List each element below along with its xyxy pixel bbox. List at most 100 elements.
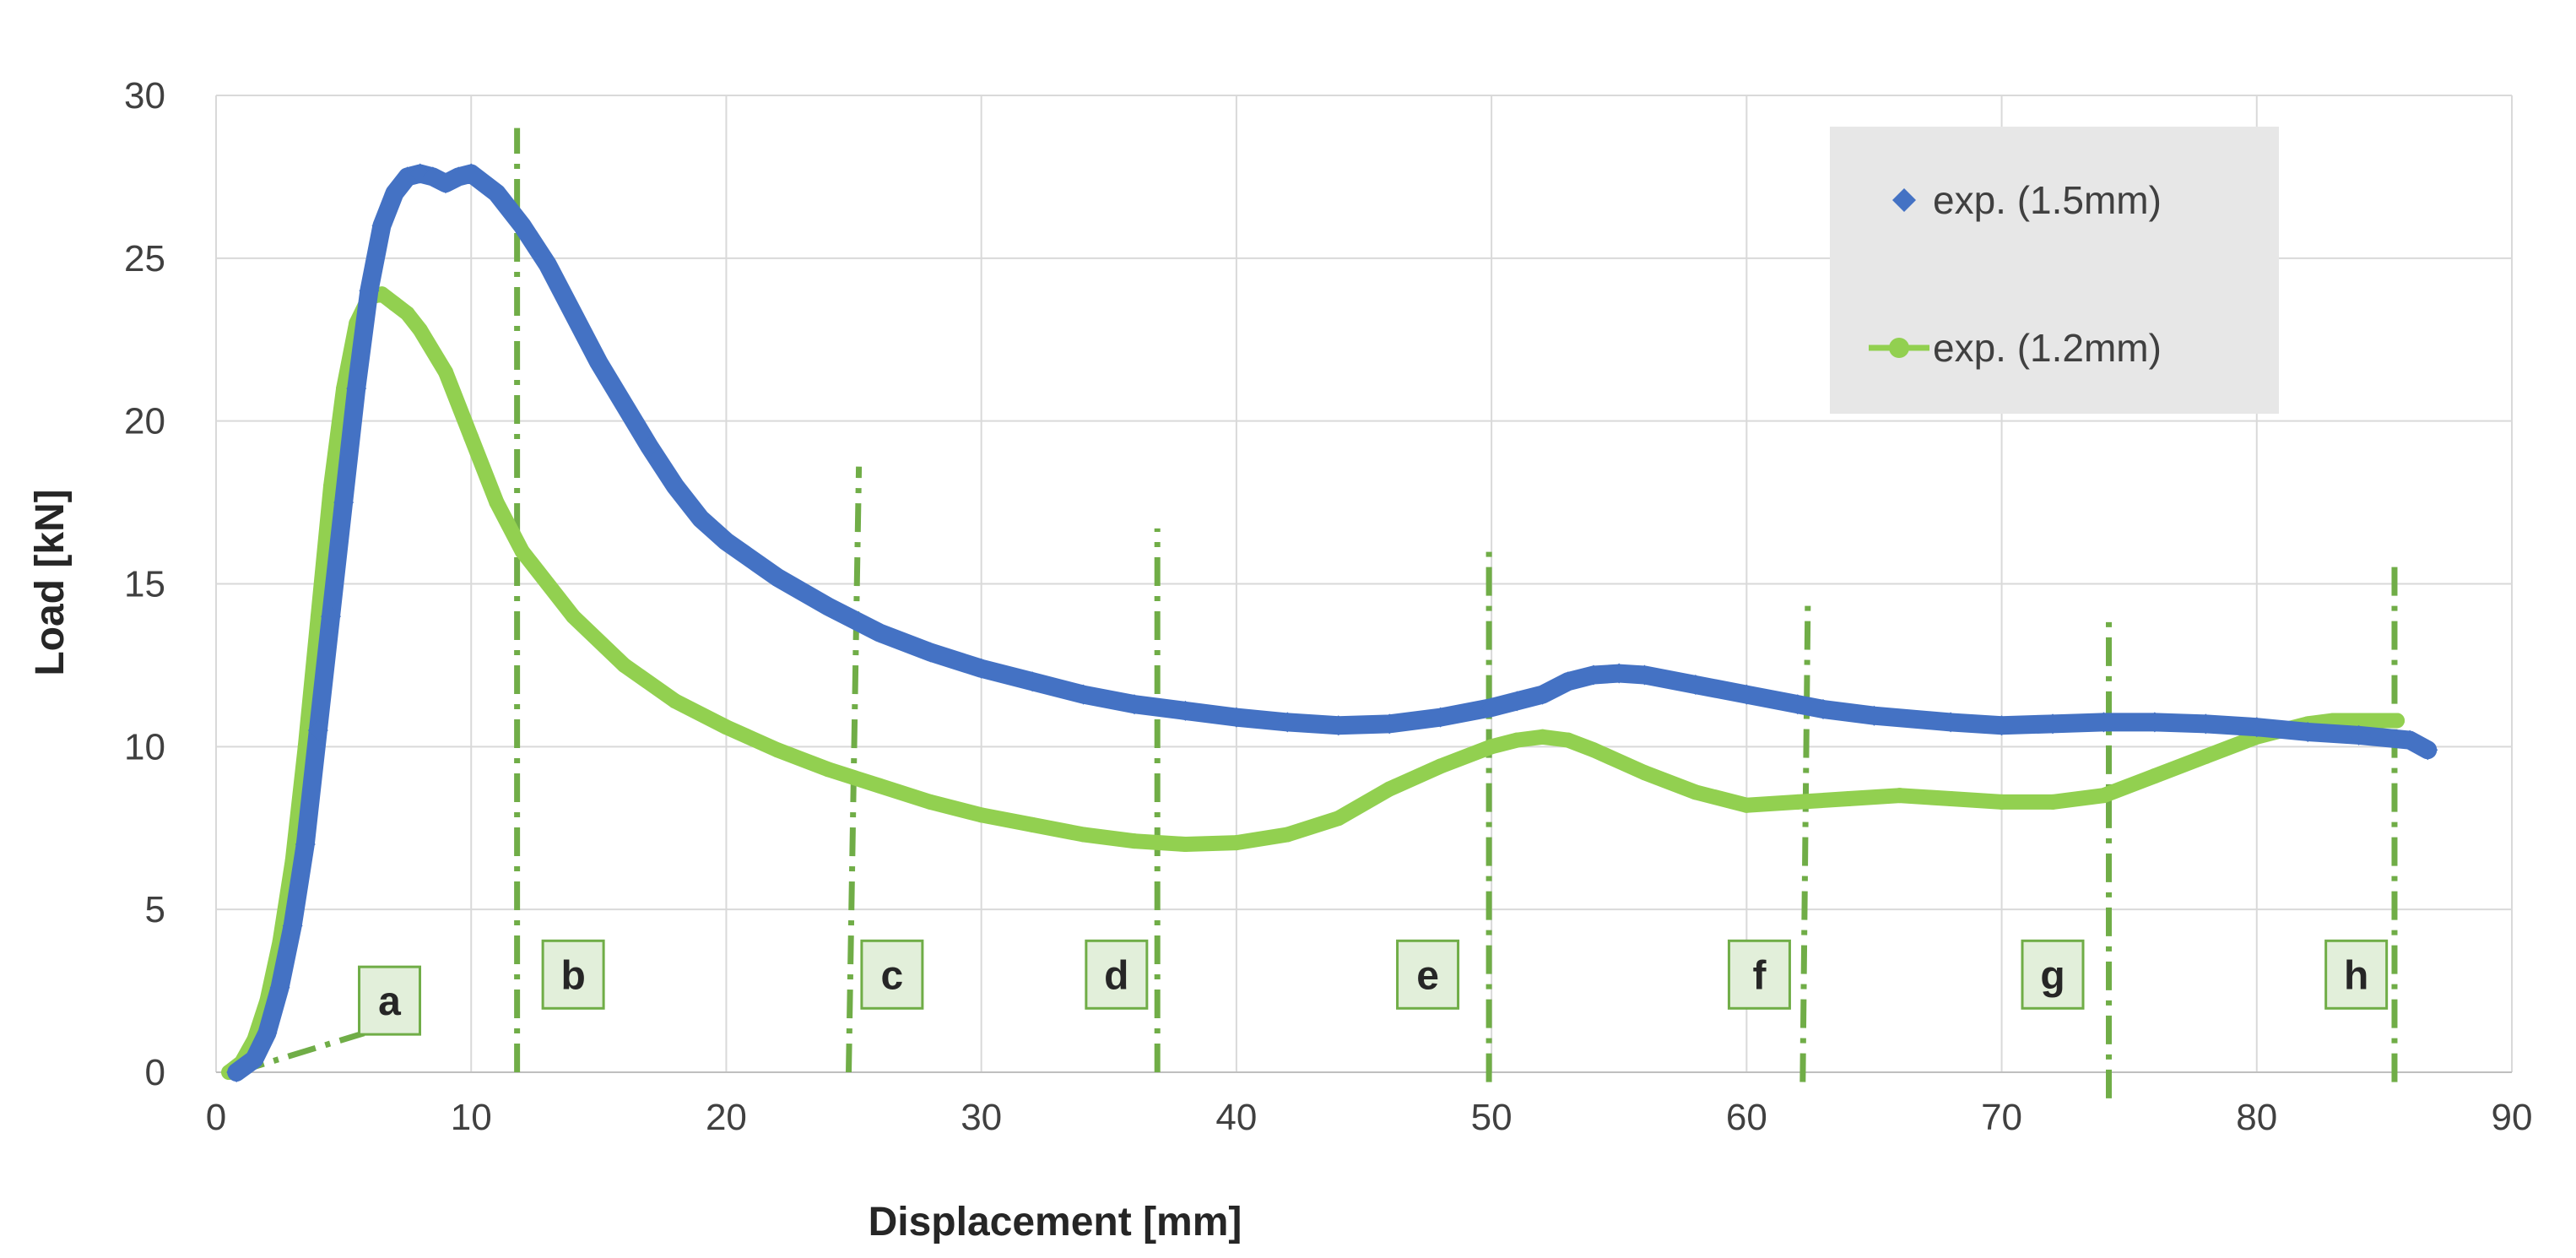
stage-label-box (2021, 939, 2085, 1010)
data-point (1891, 788, 1908, 804)
data-point (1226, 707, 1247, 728)
x-tick-label: 10 (451, 1097, 492, 1138)
x-axis-title: Displacement [mm] (869, 1200, 1242, 1244)
data-point (973, 807, 989, 823)
data-point (1943, 791, 1959, 807)
reference-lines (235, 127, 2398, 1098)
data-point (2093, 712, 2114, 733)
data-point (871, 778, 887, 794)
data-point (399, 306, 415, 322)
y-tick-label: 5 (145, 889, 165, 930)
stage-label-text: h (2344, 953, 2368, 998)
y-tick-label: 15 (124, 564, 165, 605)
data-point (511, 215, 533, 236)
data-point (1739, 797, 1755, 813)
data-point (1583, 664, 1604, 686)
data-point (537, 254, 558, 275)
data-point (718, 719, 734, 735)
stage-label-box (1085, 939, 1149, 1010)
data-point (1075, 827, 1091, 843)
reference-line-f (1799, 603, 1811, 1082)
data-point (1328, 715, 1349, 736)
legend-diamond-marker (1892, 188, 1916, 212)
data-point (2389, 713, 2405, 729)
stage-label-box (358, 965, 422, 1036)
data-point (226, 1062, 247, 1082)
data-point (323, 478, 338, 494)
data-point (869, 622, 890, 643)
data-point (2146, 768, 2162, 784)
x-tick-label: 30 (961, 1097, 1002, 1138)
data-point (1330, 811, 1346, 827)
data-point (588, 352, 609, 373)
data-point (1864, 705, 1885, 726)
stage-label-text: b (560, 953, 585, 998)
data-point (489, 495, 505, 511)
data-point (2351, 713, 2367, 729)
stage-label-text: a (378, 979, 401, 1024)
data-point (2144, 712, 2165, 733)
data-point (359, 280, 380, 301)
data-point (1379, 713, 1400, 735)
data-point (920, 642, 941, 663)
data-point (2400, 729, 2421, 751)
y-tick-label: 10 (124, 726, 165, 767)
data-point (295, 834, 316, 855)
data-point (269, 977, 290, 998)
data-point (387, 296, 403, 312)
data-point (244, 1049, 265, 1070)
data-point (566, 609, 582, 625)
data-point (333, 492, 354, 513)
data-point (463, 429, 479, 445)
stage-label-d: d (1085, 939, 1149, 1010)
series-layer (221, 163, 2438, 1082)
stage-label-h: h (2324, 939, 2389, 1010)
data-point (1994, 794, 2010, 810)
data-point (665, 475, 685, 496)
data-point (2198, 748, 2214, 764)
data-point (412, 322, 428, 338)
y-axis-title: Load [kN] (28, 489, 73, 675)
data-point (769, 742, 785, 758)
stage-label-text: g (2040, 953, 2065, 998)
stage-label-text: d (1104, 953, 1128, 998)
data-point (1228, 835, 1244, 851)
data-point (1025, 816, 1041, 832)
x-tick-label: 70 (1981, 1097, 2022, 1138)
data-point (2246, 717, 2267, 738)
y-tick-label: 20 (124, 401, 165, 442)
data-point (616, 657, 632, 673)
data-point (2297, 721, 2319, 742)
data-point (1534, 729, 1550, 745)
data-point (307, 720, 328, 741)
data-point (514, 543, 530, 559)
legend: exp. (1.5mm) exp. (1.2mm) (1830, 127, 2279, 414)
data-point (1637, 765, 1653, 781)
x-tick-label: 20 (706, 1097, 747, 1138)
data-point (2348, 724, 2369, 746)
data-point (1609, 663, 1630, 684)
y-tick-label: 0 (145, 1052, 165, 1093)
stage-label-text: c (881, 953, 904, 998)
x-tick-label: 80 (2236, 1097, 2277, 1138)
data-point (321, 606, 341, 627)
stage-label-b: b (541, 939, 605, 1010)
x-tick-label: 60 (1726, 1097, 1767, 1138)
data-point (346, 378, 367, 399)
data-point (1175, 700, 1196, 721)
stage-label-box (1727, 939, 1791, 1010)
data-point (1634, 664, 1655, 686)
stage-label-box (1396, 939, 1460, 1010)
data-point (1687, 784, 1703, 800)
data-point (2043, 713, 2063, 735)
stage-label-box (860, 939, 924, 1010)
data-point (923, 794, 939, 810)
data-point (1940, 712, 1962, 733)
data-point (1509, 732, 1525, 748)
data-point (2417, 740, 2438, 761)
data-point (1736, 684, 1757, 705)
data-point (668, 693, 683, 709)
data-point (1177, 837, 1193, 853)
data-point (1991, 715, 2012, 736)
